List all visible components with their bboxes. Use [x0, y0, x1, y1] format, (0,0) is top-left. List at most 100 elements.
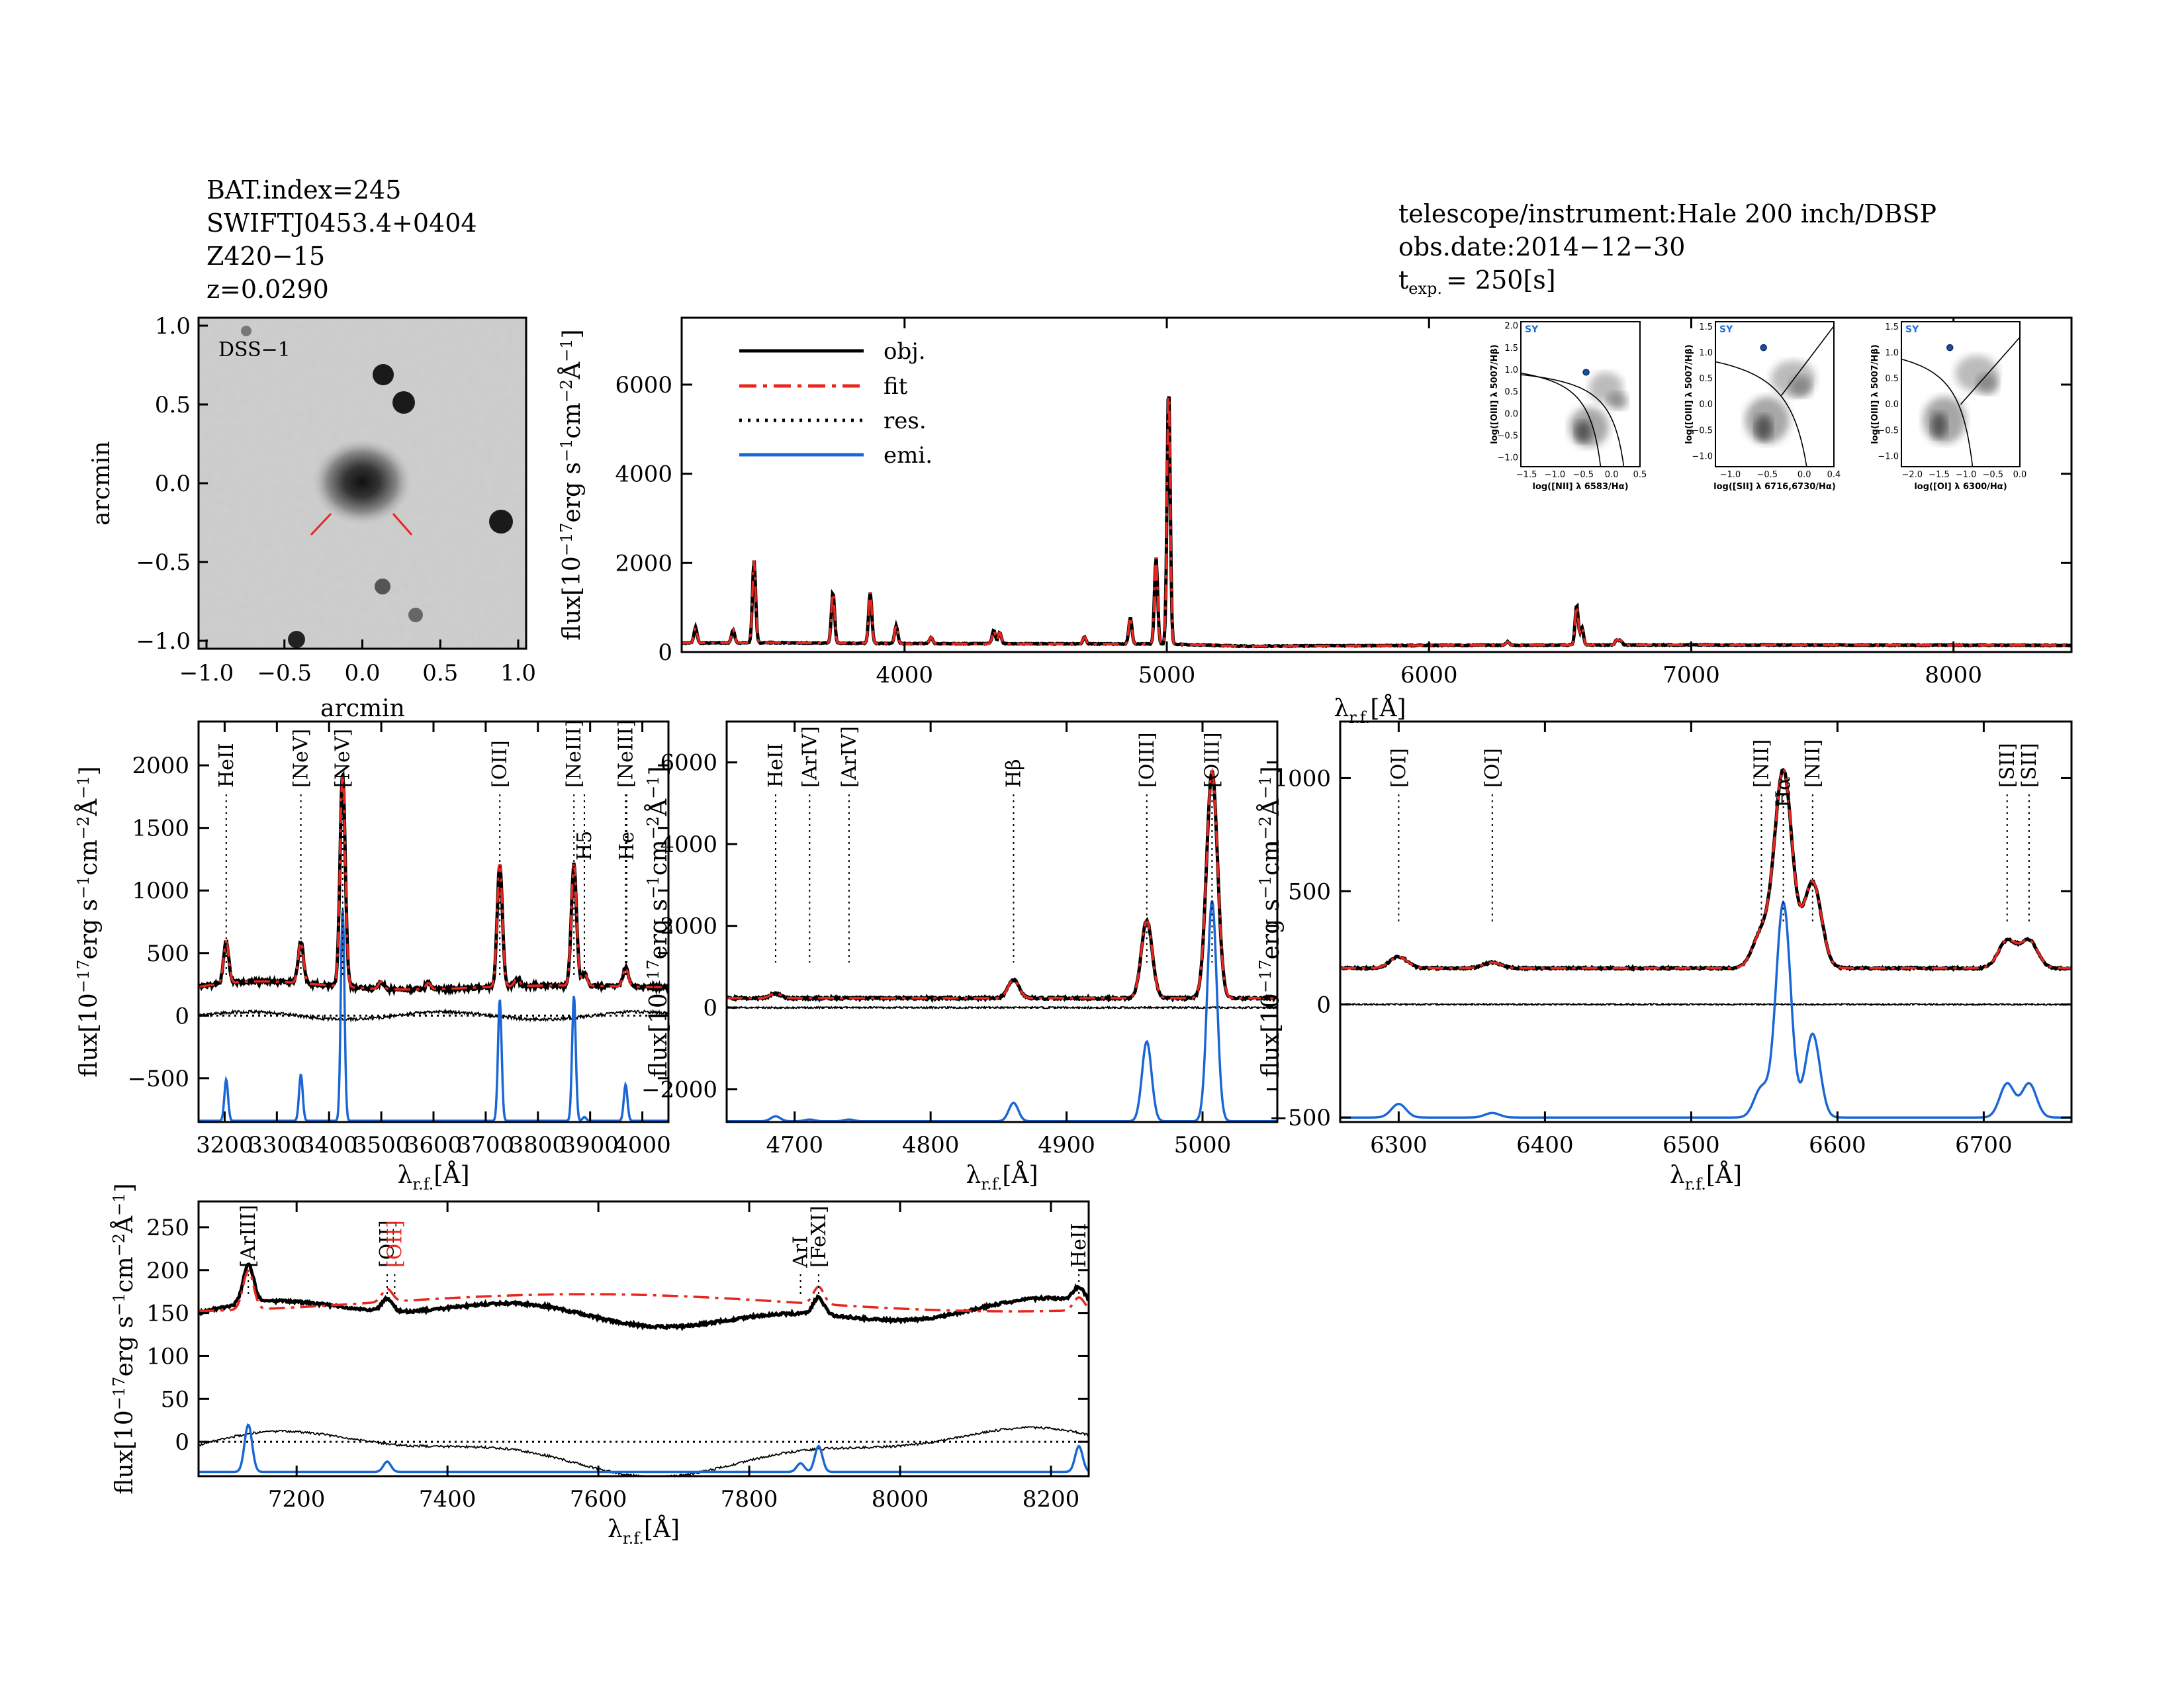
spectrum-panel-full: 4000 5000 6000 7000 8000 0 2000 4000 6000 flux[10… — [557, 316, 2073, 727]
y-tick-label: 6000 — [660, 750, 717, 776]
y-tick-label: 150 — [146, 1301, 189, 1327]
line-label: [NeIII] — [563, 720, 586, 788]
density-contour — [1789, 376, 1812, 397]
axes-frame — [1339, 720, 2073, 1123]
fit-series — [727, 767, 1277, 1000]
y-tick-label: 500 — [146, 941, 189, 967]
line-label: [NII] — [1801, 739, 1825, 788]
x-tick-label: 4000 — [876, 662, 934, 688]
y-axis-label: flux[10−17erg s−1cm−2Å−1] — [557, 329, 586, 640]
line-label: HeII — [215, 743, 238, 788]
spectrum-panel-zoom_3200: HeII [NeV] [NeV] [OII] [NeIII] H5 [NeIII] He 320… — [74, 720, 671, 1194]
bpt-y-tick: −1.0 — [1497, 453, 1518, 463]
y-tick-label: 500 — [1288, 878, 1331, 905]
line-label: [OI] — [1481, 748, 1504, 788]
line-label: [OII] — [488, 740, 512, 788]
star — [392, 391, 415, 414]
y-tick-label: 250 — [146, 1215, 189, 1241]
spectrum-panels: 4000 5000 6000 7000 80000200040006000flux[10… — [74, 316, 2073, 1548]
y-tick-label: 1500 — [132, 816, 189, 842]
bpt-y-tick: −1.0 — [1878, 451, 1899, 461]
spectrum-panel-zoom_7700: [ArIII] [OII][OII] ArI[FeXI] HeII 7200 7400 76… — [110, 1183, 1091, 1548]
x-tick-label: 3200 — [196, 1132, 253, 1158]
bpt-diagrams: SY−1.5 −1.0 −0.5 0.0 0.52.01.51.00.50.0−0.5−… — [1490, 321, 2026, 492]
x-tick-label: 6700 — [1955, 1132, 2013, 1158]
bat-index: BAT.index=245 — [206, 175, 401, 205]
bpt-y-tick: −0.5 — [1497, 432, 1518, 442]
x-axis-label: λr.f.[Å] — [966, 1161, 1038, 1194]
residual-series — [199, 1008, 668, 1023]
kauffmann-line — [1521, 372, 1602, 467]
observed-series — [199, 770, 668, 996]
seyfert-region-label: SY — [1719, 324, 1733, 335]
dss-ticks: −1.0 −1.0 −0.5 −0.5 0.0 0.0 0.5 0.5 1.0 1.0 — [136, 313, 536, 686]
x-axis-label: λr.f.[Å] — [397, 1161, 469, 1194]
y-tick-label: 2000 — [615, 550, 672, 577]
x-tick-label: 5000 — [1138, 662, 1196, 688]
kewley-line — [1901, 358, 1974, 467]
fit-series — [1340, 767, 2071, 970]
bpt-y-tick: −0.5 — [1878, 426, 1899, 436]
line-label: [OII] — [383, 1220, 406, 1268]
x-tick-label: 3400 — [300, 1132, 358, 1158]
bpt-x-tick: 0.0 — [1605, 470, 1619, 480]
bpt-diagram-2: SY −1.0 −0.5 0.0 0.4 1.5 1.0 0.5 0.0 −0.5 −1.0 log(… — [1684, 321, 1841, 492]
bpt-ylabel: log([OIII] λ 5007/Hβ) — [1684, 344, 1694, 444]
bpt-diagram-1: SY−1.5 −1.0 −0.5 0.0 0.52.01.51.00.50.0−0.5−… — [1490, 321, 1647, 492]
legend: obj. fit res. emi. — [739, 338, 933, 469]
bpt-xlabel: log([NII] λ 6583/Hα) — [1532, 482, 1628, 492]
y-tick-label: −500 — [1269, 1105, 1331, 1131]
counterpart-name: Z420−15 — [206, 242, 325, 271]
x-tick-label: 4700 — [766, 1132, 823, 1158]
star — [489, 510, 513, 534]
line-label: Hα — [1772, 777, 1796, 808]
y-tick-label: 2000 — [660, 914, 717, 940]
density-contour — [1754, 414, 1773, 441]
spectrum-panel-zoom_4860: HeII [ArIV] [ArIV] Hβ [OIII] [OIII] 4700 4800 49… — [641, 720, 1279, 1194]
emission-series — [1340, 900, 2071, 1119]
bpt-x-tick: −2.0 — [1901, 470, 1923, 480]
y-tick-label: 2000 — [132, 753, 189, 779]
y-tick-label: 6000 — [615, 372, 672, 399]
legend-label-emi: emi. — [884, 442, 933, 469]
dss-label: DSS−1 — [218, 338, 291, 361]
legend-label-res: res. — [884, 408, 927, 434]
axes-frame — [725, 720, 1279, 1123]
y-tick-label: 4000 — [660, 831, 717, 858]
x-axis-label: λr.f.[Å] — [1670, 1161, 1742, 1194]
y-tick-label: 0 — [175, 1429, 189, 1456]
x-tick-label: 7400 — [419, 1486, 477, 1513]
legend-label-fit: fit — [884, 373, 908, 400]
seyfert-liner-line — [1960, 336, 2020, 405]
seyfert-liner-line — [1780, 326, 1834, 396]
seyfert-region-label: SY — [1905, 324, 1919, 335]
y-tick-label: 0 — [1316, 992, 1331, 1018]
line-label: [OIII] — [1136, 732, 1159, 788]
emission-series — [199, 1423, 1089, 1474]
plot-area — [199, 770, 668, 1122]
bpt-y-tick: 1.0 — [1699, 348, 1713, 358]
bpt-frame — [1715, 321, 1835, 467]
emission-series — [727, 900, 1277, 1122]
x-tick-label: 6500 — [1662, 1132, 1720, 1158]
source-point — [1582, 369, 1590, 376]
header-right: telescope/instrument:Hale 200 inch/DBSP … — [1398, 199, 1936, 298]
bpt-x-tick: 0.0 — [1797, 470, 1811, 480]
seyfert-region-label: SY — [1525, 324, 1539, 335]
bpt-y-tick: −0.5 — [1692, 426, 1713, 436]
x-tick-label: 3500 — [353, 1132, 410, 1158]
bpt-y-tick: 1.5 — [1885, 322, 1899, 332]
bpt-xlabel: log([OI] λ 6300/Hα) — [1914, 482, 2007, 492]
tick-label: 1.0 — [500, 660, 536, 686]
plot-area — [682, 396, 2071, 649]
density-contour — [1574, 420, 1592, 443]
residual-series — [199, 1425, 1089, 1476]
exposure-time: texp. = 250[s] — [1398, 265, 1556, 298]
residual-series — [1340, 1002, 2071, 1006]
y-tick-label: 0 — [703, 995, 717, 1021]
bpt-y-tick: 1.5 — [1699, 322, 1713, 332]
line-label: H5 — [573, 831, 596, 861]
y-axis-label: flux[10−17erg s−1cm−2Å−1] — [644, 766, 672, 1077]
x-tick-label: 3700 — [457, 1132, 515, 1158]
line-label: ArI — [790, 1236, 813, 1268]
